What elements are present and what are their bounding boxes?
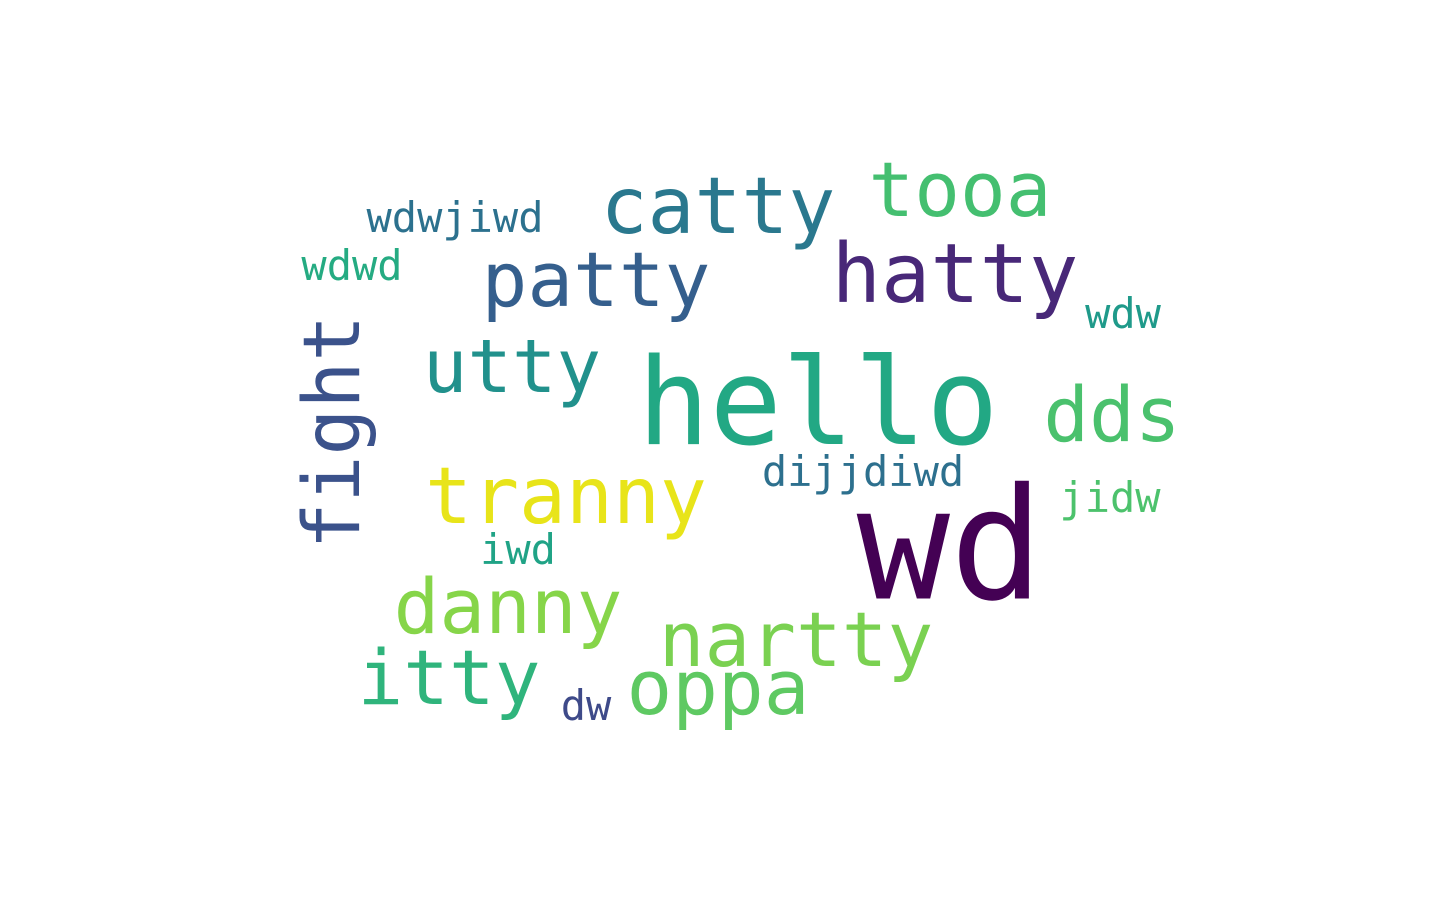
word-tranny: tranny — [425, 452, 707, 542]
word-dds: dds — [1043, 370, 1181, 459]
word-wdwd: wdwd — [301, 241, 403, 290]
word-itty: itty — [357, 633, 541, 722]
word-jidw: jidw — [1059, 473, 1161, 522]
word-utty: utty — [422, 324, 602, 410]
word-tooa: tooa — [868, 145, 1052, 234]
word-dijjdiwd: dijjdiwd — [761, 447, 965, 496]
word-wdwjiwd: wdwjiwd — [366, 193, 544, 242]
word-patty: patty — [481, 235, 711, 324]
word-oppa: oppa — [626, 643, 810, 732]
word-wd: wd — [856, 454, 1044, 636]
word-hatty: hatty — [831, 227, 1079, 322]
word-nartty: nartty — [658, 595, 934, 684]
word-catty: catty — [600, 162, 836, 252]
word-hello: hello — [637, 334, 999, 473]
word-dw: dw — [560, 681, 612, 730]
word-danny: danny — [393, 562, 623, 651]
word-wdw: wdw — [1085, 289, 1161, 338]
word-iwd: iwd — [480, 525, 556, 574]
word-fight: fight — [288, 314, 378, 550]
